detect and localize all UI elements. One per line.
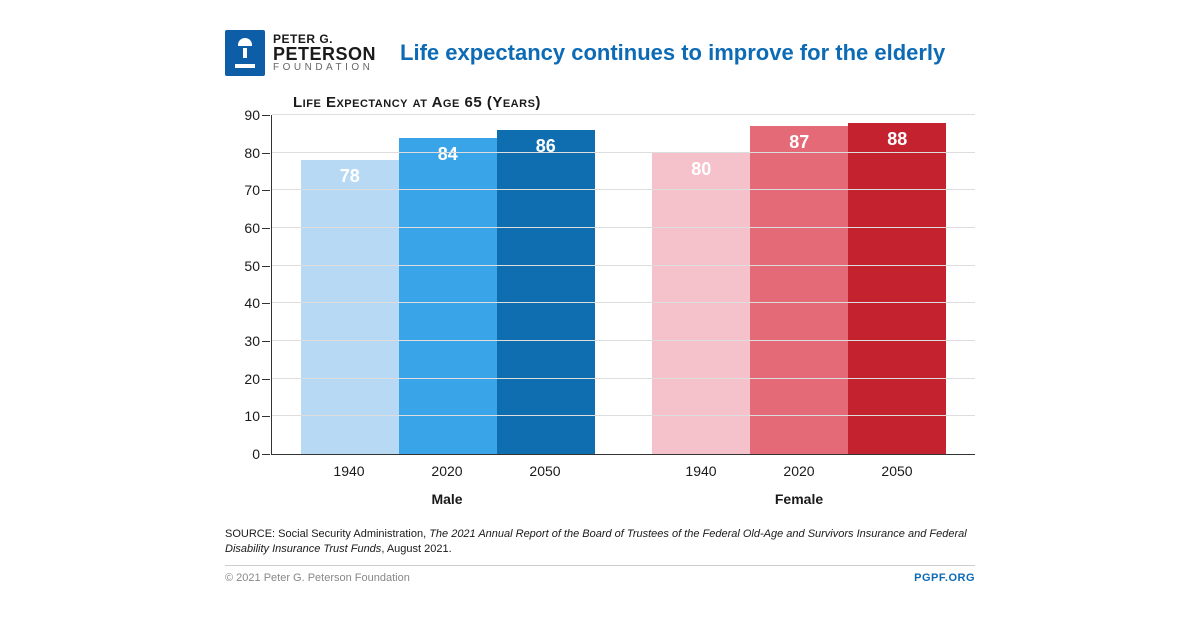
- bar-value-label: 86: [497, 136, 595, 157]
- gridline: [272, 415, 975, 416]
- y-label: 50: [244, 258, 272, 274]
- group-label: Male: [271, 491, 623, 507]
- gridline: [272, 265, 975, 266]
- chart: 788486808788 0102030405060708090 1940202…: [225, 115, 975, 485]
- bar-value-label: 80: [652, 159, 750, 180]
- gridline: [272, 227, 975, 228]
- y-label: 90: [244, 107, 272, 123]
- source-suffix: , August 2021.: [381, 543, 451, 555]
- x-label-group: 194020202050: [271, 463, 623, 479]
- bar: 84: [399, 138, 497, 454]
- logo-text: PETER G. PETERSON FOUNDATION: [273, 33, 376, 73]
- gridline: [272, 340, 975, 341]
- gridline: [272, 152, 975, 153]
- bar: 87: [750, 126, 848, 454]
- x-label: 2050: [848, 463, 946, 479]
- bar-value-label: 87: [750, 132, 848, 153]
- gridline: [272, 114, 975, 115]
- x-label: 2020: [750, 463, 848, 479]
- logo-torch-icon: [225, 30, 265, 76]
- y-label: 30: [244, 333, 272, 349]
- y-label: 10: [244, 408, 272, 424]
- gridline: [272, 189, 975, 190]
- y-label: 40: [244, 295, 272, 311]
- bar-value-label: 88: [848, 129, 946, 150]
- site-link[interactable]: PGPF.ORG: [914, 572, 975, 584]
- copyright: © 2021 Peter G. Peterson Foundation: [225, 572, 410, 584]
- x-label: 1940: [652, 463, 750, 479]
- y-label: 60: [244, 220, 272, 236]
- bar: 86: [497, 130, 595, 454]
- bar-value-label: 78: [301, 166, 399, 187]
- group-label: Female: [623, 491, 975, 507]
- header: PETER G. PETERSON FOUNDATION Life expect…: [225, 30, 975, 76]
- page-title: Life expectancy continues to improve for…: [400, 40, 945, 66]
- x-label: 2050: [496, 463, 594, 479]
- x-labels: 194020202050194020202050: [271, 463, 975, 479]
- footer: © 2021 Peter G. Peterson Foundation PGPF…: [225, 565, 975, 584]
- y-label: 0: [252, 446, 272, 462]
- gridline: [272, 302, 975, 303]
- chart-subtitle: Life Expectancy at Age 65 (Years): [293, 94, 975, 111]
- x-label: 2020: [398, 463, 496, 479]
- y-label: 70: [244, 182, 272, 198]
- bar: 88: [848, 123, 946, 454]
- source-prefix: SOURCE: Social Security Administration,: [225, 528, 429, 540]
- x-label-group: 194020202050: [623, 463, 975, 479]
- logo-line3: FOUNDATION: [273, 63, 376, 73]
- group-labels: MaleFemale: [271, 491, 975, 507]
- bar: 78: [301, 160, 399, 454]
- y-label: 20: [244, 371, 272, 387]
- bars-container: 788486808788: [272, 115, 975, 454]
- source-citation: SOURCE: Social Security Administration, …: [225, 527, 975, 557]
- logo: PETER G. PETERSON FOUNDATION: [225, 30, 376, 76]
- bar-group: 788486: [272, 115, 624, 454]
- y-label: 80: [244, 145, 272, 161]
- bar-group: 808788: [624, 115, 976, 454]
- logo-line2: PETERSON: [273, 45, 376, 63]
- plot-area: 788486808788 0102030405060708090: [271, 115, 975, 455]
- gridline: [272, 378, 975, 379]
- bar-value-label: 84: [399, 144, 497, 165]
- x-label: 1940: [300, 463, 398, 479]
